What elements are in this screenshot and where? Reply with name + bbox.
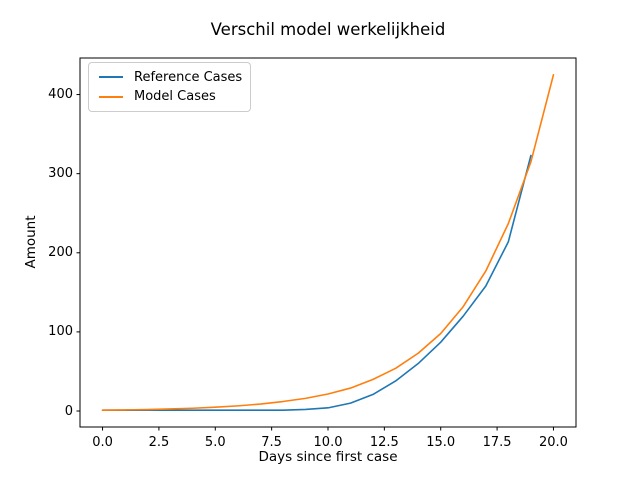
x-tick-label: 15.0 <box>426 435 456 450</box>
legend-label-reference-cases: Reference Cases <box>134 69 243 85</box>
model-cases-line-swatch <box>99 95 123 98</box>
x-tick-label: 0.0 <box>92 435 113 450</box>
legend-item-reference-cases: Reference Cases <box>99 69 243 85</box>
y-axis-label: Amount <box>23 215 39 269</box>
y-tick-label: 0 <box>64 403 73 419</box>
x-tick-label: 10.0 <box>313 435 343 450</box>
y-tick-label: 100 <box>48 324 73 340</box>
x-tick-label: 12.5 <box>369 435 399 450</box>
y-tick-label: 300 <box>48 166 73 182</box>
chart-title: Verschil model werkelijkheid <box>210 20 446 39</box>
x-tick-label: 7.5 <box>261 435 282 450</box>
x-axis-label: Days since first case <box>258 449 398 465</box>
x-tick-label: 17.5 <box>482 435 512 450</box>
x-tick-label: 20.0 <box>538 435 568 450</box>
legend-item-model-cases: Model Cases <box>99 89 240 104</box>
series-line-reference-cases <box>101 154 532 412</box>
x-tick-label: 2.5 <box>148 435 170 450</box>
data-series-layer <box>101 73 555 412</box>
axes-layer <box>76 57 577 431</box>
legend: Reference Cases Model Cases <box>88 62 251 112</box>
x-tick-label: 5.0 <box>204 435 226 450</box>
legend-label-model-cases: Model Cases <box>134 89 216 105</box>
series-line-model-cases <box>101 73 555 412</box>
y-tick-label: 200 <box>48 245 73 261</box>
y-tick-label: 400 <box>48 87 73 103</box>
reference-cases-line-swatch <box>99 76 123 79</box>
